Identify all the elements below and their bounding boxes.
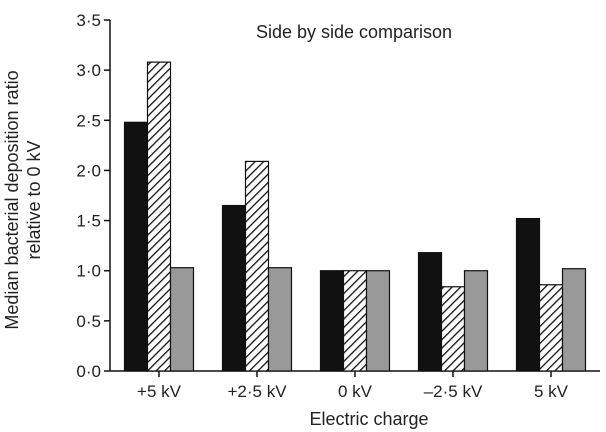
y-tick-label: 1·5 [76, 212, 101, 231]
y-tick-label: 1·0 [76, 262, 101, 281]
bar [169, 267, 195, 372]
chart-title: Side by side comparison [256, 22, 452, 42]
plot-area: 0·0 0·5 1·0 1·5 2·0 2·5 3·0 3·5 +5 kV +2·5 kV 0 kV… [76, 11, 600, 401]
bar [319, 270, 345, 372]
y-tick-label: 0·0 [76, 362, 101, 381]
y-tick-label: 2·5 [76, 111, 101, 130]
bar [342, 270, 368, 372]
bar [515, 217, 541, 372]
bar [221, 204, 247, 372]
x-tick-label: +5 kV [137, 382, 182, 401]
bar [440, 286, 466, 372]
bar [561, 268, 587, 372]
bar [244, 160, 270, 372]
x-tick-label: 0 kV [338, 382, 373, 401]
y-axis-title-line-2: relative to 0 kV [24, 140, 44, 259]
bar [538, 284, 564, 372]
bar [463, 270, 489, 372]
bar [146, 61, 172, 372]
y-axis-title-line-1: Median bacterial deposition ratio [2, 70, 22, 329]
y-tick-label: 3·0 [76, 61, 101, 80]
x-axis-title: Electric charge [309, 409, 428, 429]
y-tick-label: 2·0 [76, 161, 101, 180]
y-tick-label: 3·5 [76, 11, 101, 30]
bar [123, 121, 149, 372]
bar [365, 270, 391, 372]
bar [417, 252, 443, 372]
x-tick-label: +2·5 kV [227, 382, 287, 401]
bar [267, 267, 293, 372]
y-axis-title: Median bacterial deposition ratio relati… [2, 70, 44, 329]
y-tick-label: 0·5 [76, 312, 101, 331]
x-tick-label: –2·5 kV [424, 382, 483, 401]
x-tick-label: 5 kV [534, 382, 569, 401]
